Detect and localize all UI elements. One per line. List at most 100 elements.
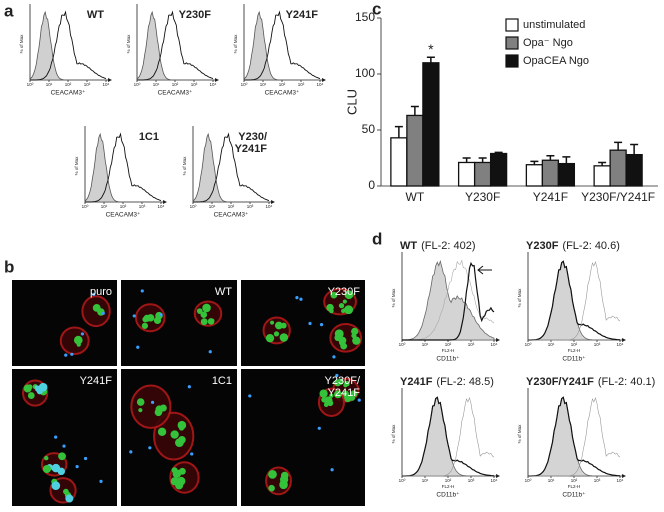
axis-arrow <box>271 200 275 204</box>
x-tick-label: WT <box>406 190 425 204</box>
bacterium <box>80 332 85 336</box>
bacterium <box>146 314 155 322</box>
y-axis-label: % of Max <box>391 424 396 444</box>
bacterium <box>280 471 289 480</box>
histogram-curve <box>402 396 495 477</box>
bacterium <box>51 481 61 490</box>
bacterium <box>343 383 348 388</box>
panel-label: d <box>372 229 382 248</box>
bacterium <box>330 468 334 472</box>
x-tick-label: 10⁰ <box>241 82 248 87</box>
bacterium <box>42 464 51 474</box>
bacterium <box>65 494 74 503</box>
x-tick-label: 10² <box>571 478 578 483</box>
y-axis-label: % of Max <box>182 156 187 176</box>
bacterium <box>334 379 342 387</box>
histogram-curve <box>137 10 214 81</box>
x-tick-label: 10² <box>445 342 452 347</box>
image-label: Y230F <box>328 286 361 298</box>
bacterium <box>150 400 155 404</box>
histogram-curve <box>243 10 320 81</box>
y-axis-label: % of Max <box>517 424 522 444</box>
bacterium <box>58 452 66 461</box>
bacterium <box>70 352 74 356</box>
bacterium <box>171 467 178 474</box>
bacterium <box>202 303 211 313</box>
x-tick-label: 10³ <box>594 478 601 483</box>
histogram-curve <box>244 10 321 81</box>
histogram-curve <box>29 10 106 81</box>
bar <box>406 114 424 187</box>
plot-title: Y241F <box>235 143 268 155</box>
bacterium <box>248 394 252 398</box>
bacterium <box>157 427 167 436</box>
x-tick-label: 10¹ <box>422 478 429 483</box>
bacterium <box>54 435 58 439</box>
x-tick-label: 10² <box>279 82 286 87</box>
legend-label: OpaCEA Ngo <box>523 55 589 67</box>
image-label: Y241F <box>80 375 113 387</box>
bacterium <box>38 382 48 392</box>
x-tick-label: 10⁴ <box>491 342 498 347</box>
bacterium <box>268 484 275 492</box>
bacterium <box>132 314 136 318</box>
image-label: puro <box>90 286 112 298</box>
bacterium <box>200 318 208 326</box>
bacterium <box>273 331 280 337</box>
bacterium <box>138 408 143 413</box>
error-bar <box>630 143 639 155</box>
error-bar <box>530 160 539 165</box>
histogram-curve <box>402 261 495 341</box>
error-bar <box>478 157 487 163</box>
histogram-curve <box>528 260 621 341</box>
x-tick-label: 10¹ <box>46 82 53 87</box>
bacterium <box>136 345 140 349</box>
x-tick-label: 10¹ <box>548 478 555 483</box>
histogram-curve <box>528 260 621 341</box>
bacterium <box>268 470 277 479</box>
bacterium <box>44 455 49 461</box>
histogram-curve <box>402 396 495 477</box>
x-tick-label: 10³ <box>84 82 91 87</box>
x-tick-label: 10⁰ <box>27 82 34 87</box>
plot-title: Y230F <box>179 9 212 21</box>
bacterium <box>207 318 215 325</box>
bacterium <box>141 322 149 329</box>
bacterium <box>159 313 163 317</box>
x-tick-label: 10² <box>445 478 452 483</box>
image-label: 1C1 <box>212 375 232 387</box>
bacterium <box>129 450 133 454</box>
x-tick-label: 10³ <box>191 82 198 87</box>
x-axis-label: CEACAM3⁺ <box>158 90 193 97</box>
error-bar <box>410 105 419 116</box>
x-tick-label: 10¹ <box>548 342 555 347</box>
bacterium <box>178 436 186 444</box>
x-axis-label: CEACAM3⁺ <box>51 90 86 97</box>
x-tick-label: 10¹ <box>260 82 267 87</box>
x-tick-label: 10⁴ <box>210 82 217 87</box>
y-axis-label: % of Max <box>19 34 24 54</box>
bacterium <box>351 327 359 335</box>
bacterium <box>344 305 354 315</box>
bacterium <box>34 385 40 390</box>
x-tick-label: 10³ <box>468 478 475 483</box>
bacterium <box>154 408 163 417</box>
histogram-curve <box>136 10 213 81</box>
bacterium <box>329 393 334 398</box>
axis-arrow <box>622 474 626 478</box>
bacterium <box>334 334 342 342</box>
legend-label: unstimulated <box>523 19 585 31</box>
x-tick-label: 10⁴ <box>266 204 273 209</box>
y-axis-label: % of Max <box>74 156 79 176</box>
bacterium <box>63 488 69 495</box>
x-axis-sub: FL2-H <box>568 348 581 353</box>
x-tick-label: 10² <box>65 82 72 87</box>
bacterium <box>280 322 287 329</box>
bacterium <box>73 335 83 345</box>
bacterium <box>274 321 283 330</box>
x-axis-label: CD11b⁺ <box>562 492 586 499</box>
bar <box>489 152 508 187</box>
x-tick-label: 10³ <box>594 342 601 347</box>
bacterium <box>339 339 346 346</box>
